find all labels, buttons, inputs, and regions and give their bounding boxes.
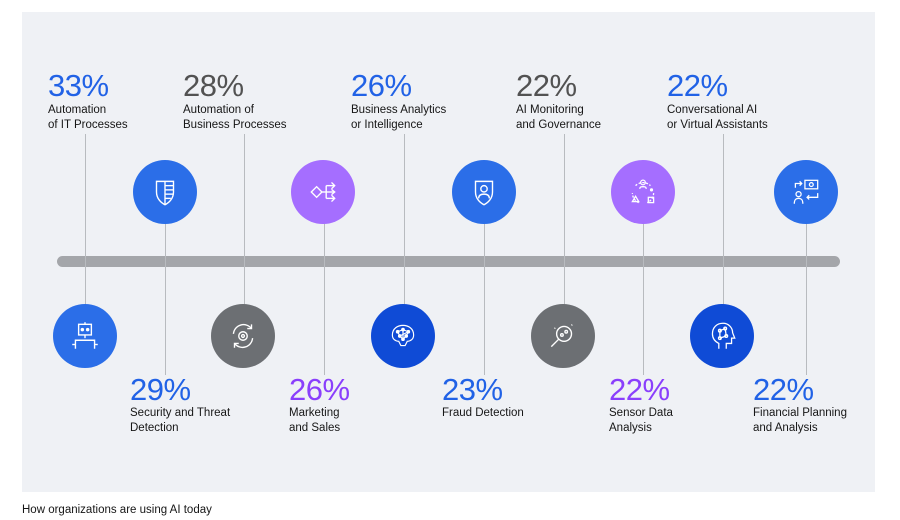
pct-4: 26% [289, 372, 350, 407]
label-5b: or Intelligence [351, 119, 423, 131]
label-2a: Security and Threat [130, 407, 231, 419]
stem-8 [643, 220, 644, 375]
magnifier-icon [531, 304, 595, 368]
label-10b: and Analysis [753, 422, 818, 434]
label-7a: AI Monitoring [516, 104, 584, 116]
figure-caption: How organizations are using AI today [22, 504, 212, 516]
pct-10: 22% [753, 372, 814, 407]
label-6a: Fraud Detection [442, 407, 524, 419]
stem-2 [165, 220, 166, 375]
money-transfer-icon [774, 160, 838, 224]
stem-3 [244, 134, 245, 306]
stem-10 [806, 220, 807, 375]
label-1b: of IT Processes [48, 119, 128, 131]
pct-2: 29% [130, 372, 191, 407]
stem-5 [404, 134, 405, 306]
pct-6: 23% [442, 372, 503, 407]
label-4a: Marketing [289, 407, 340, 419]
stem-4 [324, 220, 325, 375]
pct-5: 26% [351, 68, 412, 103]
stem-9 [723, 134, 724, 306]
label-7b: and Governance [516, 119, 602, 131]
label-1a: Automation [48, 104, 107, 116]
pct-9: 22% [667, 68, 728, 103]
pct-8: 22% [609, 372, 670, 407]
label-8a: Sensor Data [609, 407, 673, 419]
label-3a: Automation of [183, 104, 254, 116]
brain-network-icon [371, 304, 435, 368]
label-9b: or Virtual Assistants [667, 119, 768, 131]
pct-3: 28% [183, 68, 244, 103]
infographic-panel [22, 12, 875, 492]
gear-cycle-icon [211, 304, 275, 368]
label-8b: Analysis [609, 422, 652, 434]
label-9a: Conversational AI [667, 104, 758, 116]
shield-user-icon [452, 160, 516, 224]
label-5a: Business Analytics [351, 104, 447, 116]
pct-7: 22% [516, 68, 577, 103]
robot-icon [53, 304, 117, 368]
label-2b: Detection [130, 422, 179, 434]
shield-icon [133, 160, 197, 224]
sensor-cycle-icon [611, 160, 675, 224]
stem-6 [484, 220, 485, 375]
timeline-rail [57, 256, 840, 267]
decision-flow-icon [291, 160, 355, 224]
label-10a: Financial Planning [753, 407, 847, 419]
stem-7 [564, 134, 565, 306]
stem-1 [85, 134, 86, 306]
head-circuit-icon [690, 304, 754, 368]
pct-1: 33% [48, 68, 109, 103]
label-4b: and Sales [289, 422, 341, 434]
label-3b: Business Processes [183, 119, 287, 131]
